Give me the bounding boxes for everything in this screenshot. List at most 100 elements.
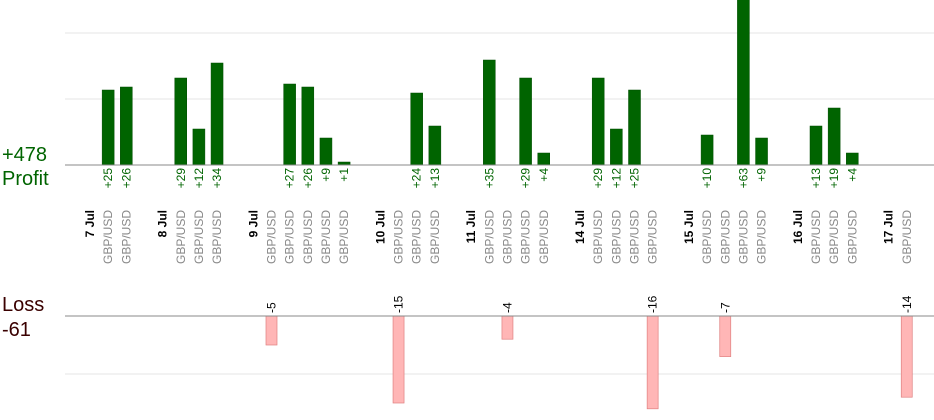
profit-value-label: +35	[482, 168, 496, 189]
loss-bar	[501, 315, 514, 340]
profit-value-label: +12	[192, 168, 206, 189]
instrument-label: GBP/USD	[192, 210, 206, 264]
instrument-label: GBP/USD	[428, 210, 442, 264]
profit-value-label: +25	[101, 168, 115, 189]
profit-value-label: +26	[301, 168, 315, 189]
profit-bars	[101, 0, 859, 166]
column-labels: 7 Jul GBP/USD GBP/USD 8 Jul GBP/USD GBP/USD GB…	[83, 210, 914, 264]
instrument-label: GBP/USD	[736, 210, 750, 264]
instrument-label: GBP/USD	[174, 210, 188, 264]
instrument-label: GBP/USD	[845, 210, 859, 264]
profit-bar	[519, 77, 532, 166]
date-label: 16 Jul	[791, 210, 805, 244]
profit-value-label: +29	[519, 168, 533, 189]
instrument-label: GBP/USD	[755, 210, 769, 264]
axes	[65, 164, 934, 317]
profit-value-label: +13	[809, 168, 823, 189]
instrument-label: GBP/USD	[646, 210, 660, 264]
instrument-label: GBP/USD	[537, 210, 551, 264]
profit-bar	[610, 128, 623, 166]
loss-bar	[900, 315, 913, 398]
instrument-label: GBP/USD	[265, 210, 279, 264]
profit-value-label: +19	[827, 168, 841, 189]
date-label: 17 Jul	[882, 210, 896, 244]
instrument-label: GBP/USD	[482, 210, 496, 264]
profit-value-label: +9	[319, 168, 333, 182]
instrument-label: GBP/USD	[337, 210, 351, 264]
date-label: 14 Jul	[573, 210, 587, 244]
profit-label: Profit	[2, 168, 49, 190]
loss-value-label: -16	[646, 295, 660, 313]
instrument-label: GBP/USD	[628, 210, 642, 264]
instrument-label: GBP/USD	[519, 210, 533, 264]
instrument-label: GBP/USD	[301, 210, 315, 264]
profit-value-label: +1	[337, 168, 351, 182]
profit-bar	[283, 83, 296, 166]
profit-bar	[301, 86, 315, 166]
profit-bar	[755, 137, 768, 166]
profit-bar	[192, 128, 206, 166]
profit-value-label: +12	[609, 168, 623, 189]
profit-value-label: +29	[591, 168, 605, 189]
profit-bar	[537, 152, 550, 166]
loss-bars	[265, 315, 913, 410]
instrument-label: GBP/USD	[700, 210, 714, 264]
loss-bar	[265, 315, 278, 346]
profit-total: +478	[2, 144, 47, 166]
instrument-label: GBP/USD	[809, 210, 823, 264]
profit-bar	[591, 77, 605, 166]
instrument-label: GBP/USD	[500, 210, 514, 264]
instrument-label: GBP/USD	[283, 210, 297, 264]
profit-bar	[210, 62, 224, 166]
loss-value-label: -5	[265, 302, 279, 313]
profit-bar	[120, 86, 133, 166]
profit-value-label: +25	[628, 168, 642, 189]
loss-total: -61	[2, 319, 31, 341]
profit-value-label: +34	[210, 168, 224, 189]
loss-value-label: -14	[900, 295, 914, 313]
instrument-label: GBP/USD	[119, 210, 133, 264]
value-labels: +25 +26 +29 +12 +34 -5 +27 +26 +9 +1 -15 +24 +13 +35 -…	[101, 168, 914, 313]
instrument-label: GBP/USD	[319, 210, 333, 264]
instrument-label: GBP/USD	[609, 210, 623, 264]
profit-value-label: +63	[736, 168, 750, 189]
profit-bar	[428, 125, 442, 166]
profit-bar	[101, 89, 115, 166]
loss-value-label: -7	[718, 302, 732, 313]
profit-bar	[700, 134, 714, 166]
loss-bar	[719, 315, 732, 357]
loss-bar	[646, 315, 659, 410]
date-label: 8 Jul	[156, 210, 170, 237]
profit-bar	[846, 152, 859, 166]
profit-value-label: +10	[700, 168, 714, 189]
loss-bar	[392, 315, 405, 404]
loss-value-label: -15	[392, 295, 406, 313]
instrument-label: GBP/USD	[900, 210, 914, 264]
profit-bar	[319, 137, 333, 166]
profit-value-label: +4	[845, 168, 859, 182]
instrument-label: GBP/USD	[392, 210, 406, 264]
profit-value-label: +13	[428, 168, 442, 189]
loss-label: Loss	[2, 294, 44, 316]
profit-value-label: +24	[410, 168, 424, 189]
profit-value-label: +4	[537, 168, 551, 182]
date-label: 10 Jul	[373, 210, 387, 244]
instrument-label: GBP/USD	[718, 210, 732, 264]
date-label: 15 Jul	[682, 210, 696, 244]
profit-value-label: +27	[283, 168, 297, 189]
date-label: 11 Jul	[464, 210, 478, 243]
instrument-label: GBP/USD	[827, 210, 841, 264]
profit-bar	[628, 89, 641, 166]
profit-value-label: +26	[119, 168, 133, 189]
instrument-label: GBP/USD	[210, 210, 224, 264]
profit-bar	[827, 107, 841, 166]
date-label: 7 Jul	[83, 210, 97, 237]
profit-bar	[483, 59, 496, 166]
profit-bar	[737, 0, 750, 166]
instrument-label: GBP/USD	[591, 210, 605, 264]
profit-bar	[174, 77, 187, 166]
profit-bar	[809, 125, 823, 166]
profit-value-label: +29	[174, 168, 188, 189]
date-label: 9 Jul	[246, 210, 260, 237]
